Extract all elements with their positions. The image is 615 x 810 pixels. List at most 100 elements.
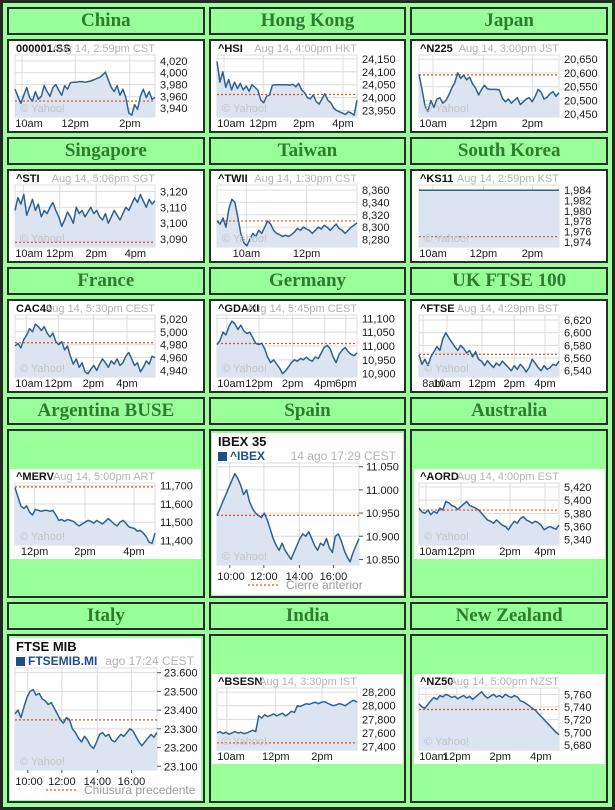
chart-thumbnail-uk[interactable]: © Yahoo! ^FTSE Aug 14, 4:29pm BST 6,620 6,60… <box>413 301 605 391</box>
y-axis-label: 1,976 <box>564 227 592 239</box>
x-axis-label: 2pm <box>499 546 520 557</box>
price-line <box>417 72 560 113</box>
chart-timestamp: Aug 14, 5:06pm SGT <box>52 173 156 185</box>
market-header-china: China <box>7 7 205 35</box>
y-axis-label: 8,360 <box>362 185 390 197</box>
market-grid: China Hong Kong Japan © Yahoo! 000001.SS Aug … <box>7 7 608 803</box>
x-axis-label: 10am <box>233 248 261 259</box>
x-axis-label: 4pm <box>534 546 555 557</box>
yahoo-watermark: © Yahoo! <box>424 363 469 375</box>
market-header-hong-kong: Hong Kong <box>208 7 407 35</box>
x-axis-label: 12pm <box>469 248 497 259</box>
x-axis-label: 2pm <box>489 751 510 762</box>
chart-thumbnail-taiwan[interactable]: © Yahoo! ^TWII Aug 14, 1:30pm CST 8,360 8,34… <box>212 171 403 261</box>
y-axis-label: 11,600 <box>160 498 193 510</box>
chart-svg-taiwan: © Yahoo! ^TWII Aug 14, 1:30pm CST 8,3608,34… <box>216 173 390 260</box>
y-axis-label: 10,900 <box>362 369 396 381</box>
x-axis-label: 6pm <box>335 378 356 389</box>
x-axis-label: 10am <box>217 378 245 389</box>
chart-thumbnail-france[interactable]: © Yahoo! CAC40 Aug 14, 5:30pm CEST 5,020 5,0… <box>10 301 202 391</box>
previous-close-legend-label: Chiusura precedente <box>84 783 196 797</box>
chart-thumbnail-japan[interactable]: © Yahoo! ^N225 Aug 14, 3:00pm JST 20,650 20,… <box>413 41 605 131</box>
x-axis-label: 12pm <box>249 118 277 129</box>
market-header-label: Spain <box>284 400 331 421</box>
y-axis-label: 3,100 <box>160 218 188 230</box>
x-axis-label: 10am <box>433 378 461 389</box>
market-header-label: UK FTSE 100 <box>452 270 567 291</box>
y-axis-label: 6,540 <box>564 366 592 378</box>
chart-svg-south-korea: © Yahoo!^KS11 Aug 14, 2:59pm KST1,9841,98… <box>418 173 592 260</box>
x-axis-label: 12pm <box>21 546 49 557</box>
chart-thumbnail-india[interactable]: © Yahoo! ^BSESN Aug 14, 3:30pm IST 28,200 28… <box>211 673 403 764</box>
chart-cell-india: © Yahoo! ^BSESN Aug 14, 3:30pm IST 28,200 28… <box>208 634 407 803</box>
series-legend-swatch-icon <box>217 451 227 461</box>
y-axis-label: 5,740 <box>564 701 592 713</box>
market-header-label: Germany <box>268 270 347 291</box>
y-axis-label: 23.200 <box>164 742 197 754</box>
y-axis-label: 3,960 <box>160 91 188 103</box>
y-axis-label: 3,090 <box>160 234 188 246</box>
x-axis-label: 10am <box>217 751 245 762</box>
y-axis-label: 4,020 <box>160 56 188 68</box>
y-axis-label: 8,300 <box>362 222 390 234</box>
x-axis-label: 12pm <box>245 378 273 389</box>
price-area <box>15 72 156 117</box>
x-axis-label: 12pm <box>293 248 321 259</box>
price-area <box>216 699 357 750</box>
y-axis-label: 24,050 <box>362 80 396 92</box>
market-header-singapore: Singapore <box>7 137 205 165</box>
chart-symbol: ^BSESN <box>218 676 262 688</box>
y-axis-label: 4,960 <box>160 353 188 365</box>
chart-thumbnail-south-korea[interactable]: © Yahoo! ^KS11 Aug 14, 2:59pm KST 1,984 1,98… <box>413 171 605 261</box>
chart-symbol: 000001.SS <box>16 43 70 55</box>
yahoo-watermark: © Yahoo! <box>20 233 65 245</box>
yahoo-watermark: © Yahoo! <box>20 363 65 375</box>
y-axis-label: 6,580 <box>564 340 592 352</box>
chart-thumbnail-singapore[interactable]: © Yahoo! ^STI Aug 14, 5:06pm SGT 3,120 3,110… <box>10 171 202 261</box>
x-axis-label: 10am <box>217 118 245 129</box>
x-axis-label: 4pm <box>314 378 335 389</box>
chart-symbol: ^MERV <box>16 471 55 483</box>
market-header-label: China <box>81 10 131 31</box>
yahoo-watermark: © Yahoo! <box>20 531 65 543</box>
x-axis-label: 2pm <box>119 118 140 129</box>
chart-thumbnail-germany[interactable]: © Yahoo! ^GDAXI Aug 14, 5:45pm CEST 11,100 1… <box>212 301 403 391</box>
price-line <box>14 71 156 116</box>
chart-cell-spain: © Yahoo! IBEX 35 ^IBEX 14 ago 17:29 CEST 11.… <box>208 429 407 598</box>
y-axis-label: 10,950 <box>362 355 396 367</box>
price-area <box>418 691 559 750</box>
chart-thumbnail-argentina[interactable]: © Yahoo! ^MERV Aug 14, 5:00pm ART 11,700 11,… <box>10 468 202 559</box>
chart-timestamp: Aug 14, 2:59pm KST <box>457 173 559 185</box>
chart-thumbnail-hong-kong[interactable]: © Yahoo! ^HSI Aug 14, 4:00pm HKT 24,150 24,1… <box>212 41 403 131</box>
x-axis-label: 4pm <box>530 751 551 762</box>
x-axis-label: 10:00 <box>16 776 44 788</box>
market-header-label: Taiwan <box>277 140 338 161</box>
chart-timestamp: 14 ago 17:29 CEST <box>291 449 397 463</box>
x-axis-label: 12pm <box>468 378 496 389</box>
x-axis-label: 2pm <box>75 546 96 557</box>
chart-symbol: ^TWII <box>218 173 248 185</box>
y-axis-label: 11,000 <box>362 341 395 353</box>
y-axis-label: 28,200 <box>362 687 396 699</box>
chart-timestamp: Aug 14, 3:30pm IST <box>259 676 357 688</box>
chart-thumbnail-spain[interactable]: © Yahoo! IBEX 35 ^IBEX 14 ago 17:29 CEST 11.… <box>211 432 403 595</box>
y-axis-label: 5,400 <box>564 495 592 507</box>
chart-thumbnail-new-zealand[interactable]: © Yahoo! ^NZ50 Aug 14, 5:00pm NZST 5,760 5,7… <box>413 673 605 764</box>
chart-thumbnail-italy[interactable]: © Yahoo! FTSE MIB FTSEMIB.MI ago 17:24 CEST… <box>10 637 202 800</box>
y-axis-label: 6,560 <box>564 353 592 365</box>
market-header-taiwan: Taiwan <box>208 137 407 165</box>
yahoo-watermark: © Yahoo! <box>222 363 267 375</box>
chart-symbol: FTSEMIB.MI <box>28 654 97 668</box>
chart-timestamp: Aug 14, 4:29pm BST <box>457 303 559 315</box>
chart-thumbnail-australia[interactable]: © Yahoo! ^AORD Aug 14, 4:00pm EST 5,420 5,40… <box>413 468 605 559</box>
price-line <box>417 331 560 373</box>
chart-svg-hong-kong: © Yahoo! ^HSI Aug 14, 4:00pm HKT 24,15024,1… <box>216 43 396 130</box>
chart-title: IBEX 35 <box>218 435 266 449</box>
chart-cell-new-zealand: © Yahoo! ^NZ50 Aug 14, 5:00pm NZST 5,760 5,7… <box>410 634 608 803</box>
y-axis-label: 24,000 <box>362 93 396 105</box>
x-axis-label: 4pm <box>117 378 138 389</box>
y-axis-label: 5,420 <box>564 481 592 493</box>
chart-thumbnail-china[interactable]: © Yahoo! 000001.SS Aug 14, 2:59pm CST 4,020… <box>10 41 202 131</box>
